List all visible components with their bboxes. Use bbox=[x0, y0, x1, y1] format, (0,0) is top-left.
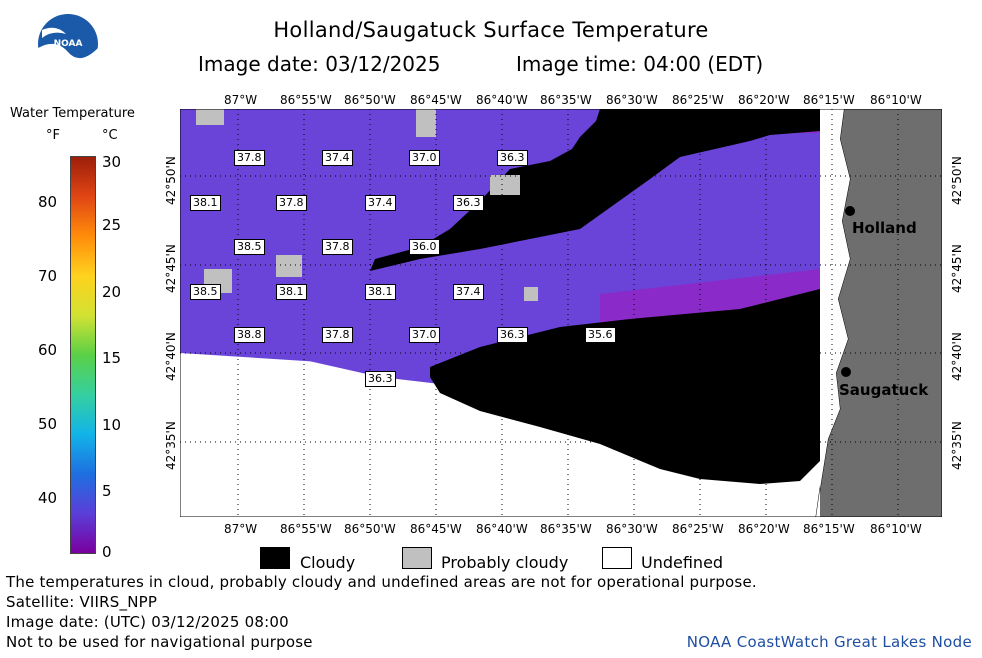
probably-cloudy-patch bbox=[416, 109, 436, 137]
temperature-label: 36.3 bbox=[497, 150, 528, 166]
celsius-tick: 0 bbox=[102, 543, 112, 561]
longitude-label: 86°25'W bbox=[672, 522, 724, 536]
latitude-label: 42°50'N bbox=[950, 156, 964, 205]
temperature-label: 36.3 bbox=[453, 195, 484, 211]
longitude-label: 86°45'W bbox=[410, 93, 462, 107]
celsius-tick: 20 bbox=[102, 283, 122, 301]
temperature-label: 36.0 bbox=[409, 239, 440, 255]
longitude-label: 86°35'W bbox=[540, 522, 592, 536]
longitude-label: 86°20'W bbox=[738, 93, 790, 107]
temperature-label: 37.0 bbox=[409, 327, 440, 343]
probably-cloudy-swatch bbox=[402, 547, 432, 569]
temperature-label: 37.4 bbox=[365, 195, 396, 211]
temperature-label: 37.8 bbox=[276, 195, 307, 211]
longitude-label: 86°15'W bbox=[803, 522, 855, 536]
temperature-label: 37.0 bbox=[409, 150, 440, 166]
city-label-holland: Holland bbox=[852, 219, 917, 237]
longitude-label: 86°40'W bbox=[476, 522, 528, 536]
longitude-label: 86°10'W bbox=[870, 522, 922, 536]
satellite-info: Satellite: VIIRS_NPP bbox=[6, 593, 158, 611]
latitude-label: 42°40'N bbox=[950, 332, 964, 381]
longitude-label: 86°10'W bbox=[870, 93, 922, 107]
probably-cloudy-patch bbox=[276, 255, 302, 277]
temperature-label: 36.3 bbox=[497, 327, 528, 343]
cloudy-label: Cloudy bbox=[300, 553, 356, 572]
temperature-map bbox=[180, 109, 942, 517]
fahrenheit-tick: 40 bbox=[38, 489, 58, 507]
latitude-label: 42°35'N bbox=[164, 421, 178, 470]
celsius-tick: 10 bbox=[102, 416, 122, 434]
credit-line: NOAA CoastWatch Great Lakes Node bbox=[686, 633, 972, 651]
temperature-label: 38.8 bbox=[234, 327, 265, 343]
celsius-tick: 15 bbox=[102, 349, 122, 367]
undefined-label: Undefined bbox=[641, 553, 724, 572]
longitude-label: 86°30'W bbox=[606, 93, 658, 107]
temperature-label: 38.1 bbox=[365, 284, 396, 300]
cloud-south bbox=[430, 289, 820, 484]
longitude-label: 86°15'W bbox=[803, 93, 855, 107]
fahrenheit-tick: 60 bbox=[38, 341, 58, 359]
temperature-label: 37.4 bbox=[322, 150, 353, 166]
probably-cloudy-label: Probably cloudy bbox=[441, 553, 569, 572]
fahrenheit-tick: 70 bbox=[38, 267, 58, 285]
longitude-label: 86°50'W bbox=[344, 522, 396, 536]
longitude-label: 86°40'W bbox=[476, 93, 528, 107]
longitude-label: 86°20'W bbox=[738, 522, 790, 536]
utc-date: Image date: (UTC) 03/12/2025 08:00 bbox=[6, 613, 289, 631]
longitude-label: 86°45'W bbox=[410, 522, 462, 536]
celsius-tick: 25 bbox=[102, 216, 122, 234]
temperature-label: 38.5 bbox=[190, 284, 221, 300]
latitude-label: 42°45'N bbox=[164, 244, 178, 293]
longitude-label: 86°50'W bbox=[344, 93, 396, 107]
unit-fahrenheit: °F bbox=[46, 128, 60, 143]
temperature-label: 37.8 bbox=[322, 327, 353, 343]
latitude-label: 42°45'N bbox=[950, 244, 964, 293]
temperature-label: 36.3 bbox=[365, 371, 396, 387]
city-label-saugatuck: Saugatuck bbox=[839, 381, 929, 399]
undefined-swatch bbox=[602, 547, 632, 569]
noaa-logo: NOAA bbox=[38, 14, 98, 76]
fahrenheit-tick: 50 bbox=[38, 415, 58, 433]
longitude-label: 87°W bbox=[224, 93, 258, 107]
longitude-label: 86°30'W bbox=[606, 522, 658, 536]
noaa-logo-text: NOAA bbox=[54, 39, 83, 49]
cloud-north bbox=[370, 109, 820, 271]
latitude-label: 42°40'N bbox=[164, 332, 178, 381]
holland-marker bbox=[845, 206, 855, 216]
temperature-label: 38.1 bbox=[190, 195, 221, 211]
cloudy-swatch bbox=[260, 547, 290, 569]
longitude-label: 86°55'W bbox=[280, 93, 332, 107]
latitude-label: 42°50'N bbox=[164, 156, 178, 205]
probably-cloudy-patch bbox=[490, 175, 520, 195]
temperature-label: 37.4 bbox=[453, 284, 484, 300]
longitude-label: 86°55'W bbox=[280, 522, 332, 536]
latitude-label: 42°35'N bbox=[950, 421, 964, 470]
temperature-label: 37.8 bbox=[234, 150, 265, 166]
navigation-warning: Not to be used for navigational purpose bbox=[6, 633, 313, 651]
map-title: Holland/Saugatuck Surface Temperature bbox=[273, 18, 709, 42]
fahrenheit-tick: 80 bbox=[38, 193, 58, 211]
image-date: Image date: 03/12/2025 bbox=[198, 52, 441, 76]
unit-celsius: °C bbox=[102, 128, 118, 143]
temperature-label: 35.6 bbox=[585, 327, 616, 343]
colorbar bbox=[70, 156, 96, 554]
image-time: Image time: 04:00 (EDT) bbox=[516, 52, 764, 76]
temperature-label: 37.8 bbox=[322, 239, 353, 255]
longitude-label: 87°W bbox=[224, 522, 258, 536]
probably-cloudy-patch bbox=[524, 287, 538, 301]
longitude-label: 86°25'W bbox=[672, 93, 724, 107]
temperature-label: 38.5 bbox=[234, 239, 265, 255]
celsius-tick: 5 bbox=[102, 482, 112, 500]
longitude-label: 86°35'W bbox=[540, 93, 592, 107]
colorbar-title: Water Temperature bbox=[10, 106, 135, 121]
saugatuck-marker bbox=[841, 367, 851, 377]
undefined-shore bbox=[816, 109, 850, 517]
celsius-tick: 30 bbox=[102, 153, 122, 171]
probably-cloudy-patch bbox=[196, 109, 224, 125]
graticule bbox=[180, 109, 942, 517]
temperature-label: 38.1 bbox=[276, 284, 307, 300]
operational-note: The temperatures in cloud, probably clou… bbox=[6, 573, 757, 591]
